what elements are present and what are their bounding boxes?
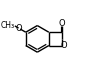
- Text: CH₃: CH₃: [0, 21, 14, 30]
- Text: O: O: [61, 41, 68, 50]
- Text: O: O: [59, 19, 65, 28]
- Text: O: O: [15, 24, 22, 33]
